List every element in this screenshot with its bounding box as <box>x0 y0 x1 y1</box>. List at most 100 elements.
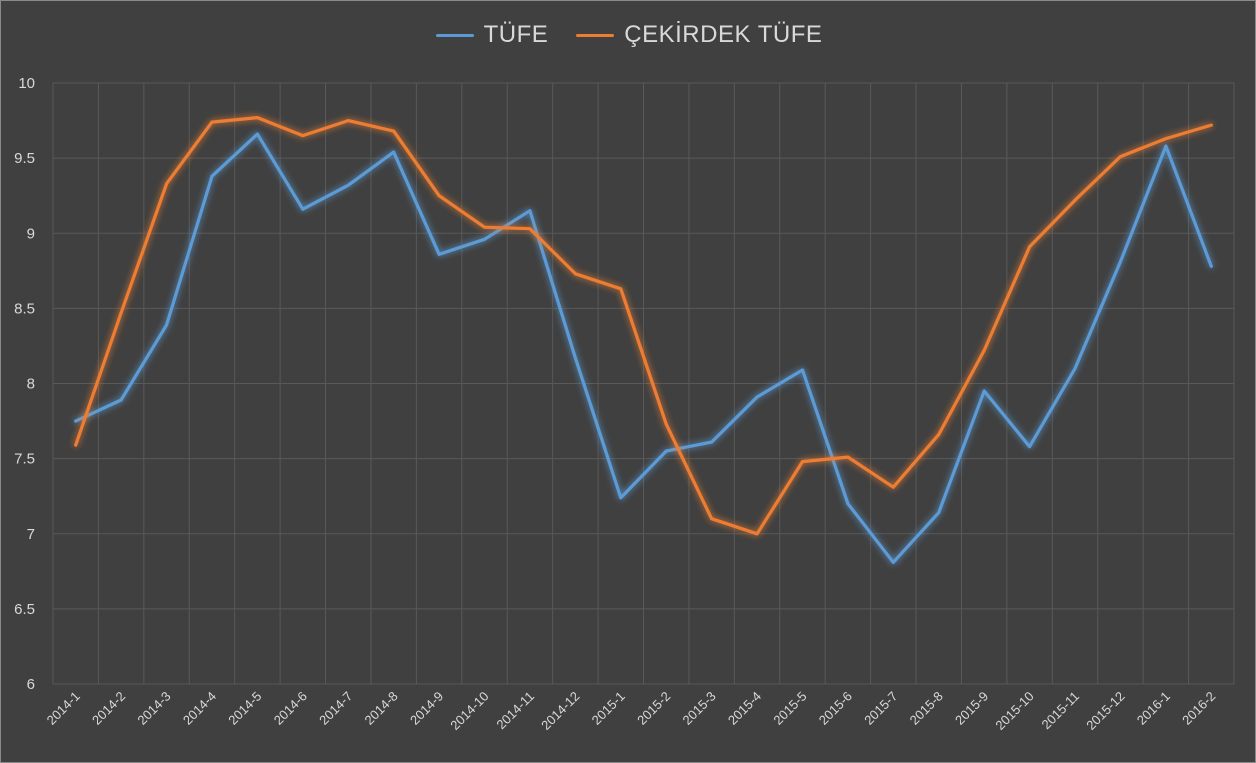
data-point <box>1073 366 1077 370</box>
x-tick-label: 2015-8 <box>907 689 946 728</box>
data-point <box>664 422 668 426</box>
y-tick-label: 8.5 <box>14 300 35 317</box>
series-line-1 <box>74 115 1213 536</box>
x-tick-label: 2014-1 <box>44 689 83 728</box>
y-tick-label: 7 <box>27 526 35 543</box>
y-tick-label: 6 <box>27 676 35 693</box>
legend: TÜFE ÇEKİRDEK TÜFE <box>1 21 1256 49</box>
legend-label-tufe: TÜFE <box>483 21 549 48</box>
data-point <box>937 433 941 437</box>
data-point <box>891 485 895 489</box>
data-point <box>1164 144 1168 148</box>
data-point <box>1118 155 1122 159</box>
data-point <box>619 496 623 500</box>
data-point <box>437 252 441 256</box>
grid <box>52 82 1235 685</box>
data-point <box>119 398 123 402</box>
x-tick-label: 2014-5 <box>225 689 264 728</box>
data-point <box>483 237 487 241</box>
data-point <box>165 182 169 186</box>
x-tick-label: 2015-11 <box>1038 689 1082 733</box>
data-point <box>255 116 259 120</box>
data-point <box>301 134 305 138</box>
data-point <box>1209 264 1213 268</box>
x-tick-label: 2015-4 <box>725 689 764 728</box>
legend-label-cekirdek-tufe: ÇEKİRDEK TÜFE <box>624 21 823 48</box>
x-tick-label: 2015-5 <box>770 689 809 728</box>
x-tick-label: 2015-6 <box>816 689 855 728</box>
x-tick-label: 2014-9 <box>407 689 446 728</box>
data-point <box>755 532 759 536</box>
y-tick-label: 10 <box>18 75 35 92</box>
data-point <box>255 132 259 136</box>
y-tick-label: 9 <box>27 225 35 242</box>
x-tick-label: 2015-2 <box>634 689 673 728</box>
x-tick-label: 2014-12 <box>538 689 582 733</box>
data-point <box>528 209 532 213</box>
data-point <box>937 511 941 515</box>
data-point <box>573 272 577 276</box>
y-tick-label: 7.5 <box>14 451 35 468</box>
data-point <box>1164 137 1168 141</box>
x-tick-label: 2014-4 <box>180 689 219 728</box>
x-tick-label: 2016-2 <box>1179 689 1218 728</box>
x-tick-label: 2015-7 <box>861 689 900 728</box>
data-point <box>891 560 895 564</box>
x-tick-label: 2015-10 <box>992 689 1036 733</box>
x-tick-label: 2014-2 <box>89 689 128 728</box>
legend-item-cekirdek-tufe: ÇEKİRDEK TÜFE <box>576 21 822 49</box>
data-point <box>1028 245 1032 249</box>
x-tick-label: 2014-8 <box>362 689 401 728</box>
legend-swatch-tufe <box>435 33 474 37</box>
data-point <box>1118 260 1122 264</box>
x-tick-label: 2015-9 <box>952 689 991 728</box>
data-point <box>74 419 78 423</box>
data-point <box>800 460 804 464</box>
y-tick-label: 6.5 <box>14 601 35 618</box>
x-tick-label: 2014-7 <box>316 689 355 728</box>
y-axis: 6 6.5 7 7.5 8 8.5 9 9.5 10 <box>14 75 35 693</box>
x-axis: 2014-1 2014-2 2014-3 2014-4 2014-5 2014-6 2014… <box>44 689 1219 733</box>
data-point <box>982 348 986 352</box>
data-point <box>755 395 759 399</box>
legend-swatch-cekirdek-tufe <box>576 33 615 37</box>
data-point <box>437 194 441 198</box>
data-point <box>301 207 305 211</box>
x-tick-label: 2014-6 <box>271 689 310 728</box>
x-tick-label: 2016-1 <box>1134 689 1173 728</box>
x-tick-label: 2015-1 <box>589 689 628 728</box>
y-tick-label: 9.5 <box>14 150 35 167</box>
data-point <box>346 183 350 187</box>
data-point <box>165 323 169 327</box>
y-tick-label: 8 <box>27 376 35 393</box>
data-point <box>210 120 214 124</box>
x-tick-label: 2015-3 <box>680 689 719 728</box>
data-point <box>392 150 396 154</box>
data-point <box>710 440 714 444</box>
data-point <box>846 455 850 459</box>
x-tick-label: 2014-10 <box>447 689 491 733</box>
data-point <box>573 356 577 360</box>
data-point <box>210 174 214 178</box>
data-point <box>1209 123 1213 127</box>
data-point <box>483 225 487 229</box>
series-group <box>74 115 1213 564</box>
data-point <box>619 287 623 291</box>
data-point <box>119 311 123 315</box>
data-point <box>346 119 350 123</box>
data-point <box>528 227 532 231</box>
data-point <box>982 389 986 393</box>
data-point <box>664 449 668 453</box>
legend-item-tufe: TÜFE <box>435 21 549 49</box>
series-line-0 <box>74 132 1213 564</box>
data-point <box>846 502 850 506</box>
data-point <box>392 129 396 133</box>
x-tick-label: 2014-3 <box>134 689 173 728</box>
x-tick-label: 2014-11 <box>493 689 537 733</box>
x-tick-label: 2015-12 <box>1083 689 1127 733</box>
data-point <box>74 443 78 447</box>
data-point <box>1028 445 1032 449</box>
data-point <box>710 517 714 521</box>
data-point <box>1073 198 1077 202</box>
